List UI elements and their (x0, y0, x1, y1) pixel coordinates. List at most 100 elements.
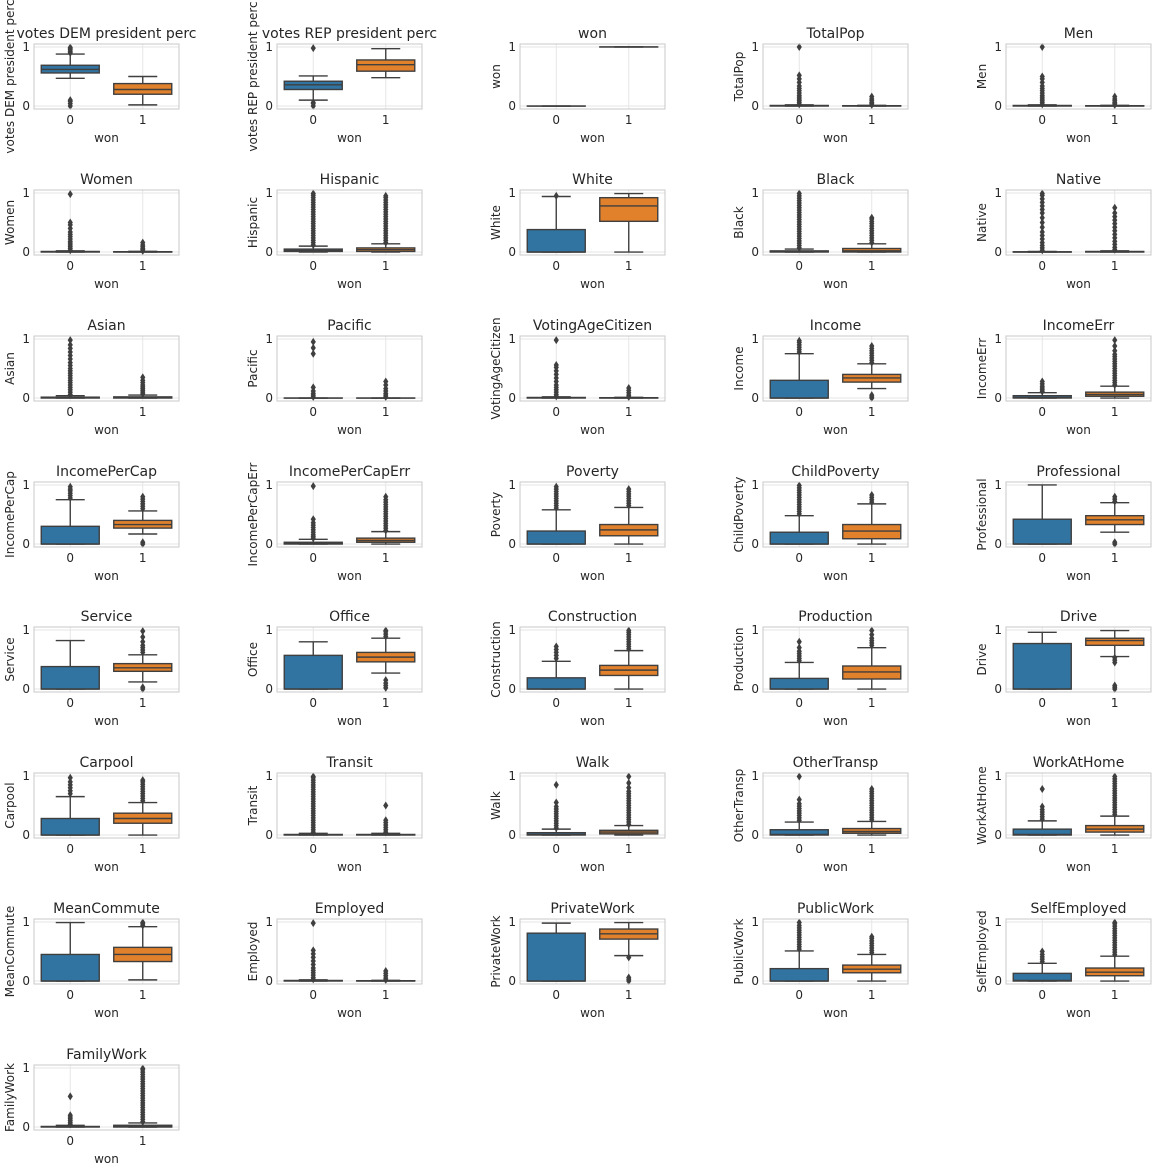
y-tick-label: 1 (508, 623, 516, 637)
box-1 (113, 373, 173, 399)
y-tick-label: 0 (265, 99, 273, 113)
box-1 (1085, 92, 1145, 109)
box-0 (526, 482, 586, 545)
x-tick-label: 0 (309, 113, 317, 127)
axes-frame (33, 43, 180, 110)
outlier-point (553, 191, 559, 200)
box-1 (113, 776, 173, 836)
x-axis-label: won (1066, 131, 1091, 145)
outlier-point (383, 626, 389, 635)
axes-frame (519, 481, 666, 548)
x-tick-label: 1 (382, 405, 390, 419)
y-tick-label: 0 (994, 974, 1002, 988)
outlier-point (869, 626, 875, 635)
x-axis-label: won (580, 131, 605, 145)
axes-frame (33, 1064, 180, 1131)
subplot-title: Production (798, 609, 872, 625)
y-tick-label: 0 (22, 682, 30, 696)
outlier-point (869, 391, 875, 400)
y-axis-label: Professional (975, 478, 989, 550)
outlier-point (67, 777, 73, 786)
x-axis-label: won (580, 714, 605, 728)
y-axis-label: WorkAtHome (975, 766, 989, 845)
x-tick-label: 0 (66, 259, 74, 273)
outlier-point (553, 642, 559, 651)
y-tick-label: 0 (508, 99, 516, 113)
x-tick-label: 0 (795, 551, 803, 565)
outlier-point (67, 1092, 73, 1101)
y-tick-label: 0 (751, 245, 759, 259)
box-0 (1012, 189, 1072, 255)
x-tick-label: 0 (66, 405, 74, 419)
x-axis-label: won (823, 423, 848, 437)
outlier-point (67, 218, 73, 227)
x-axis-label: won (580, 860, 605, 874)
y-tick-label: 1 (265, 623, 273, 637)
y-axis-label: VotingAgeCitizen (489, 317, 503, 419)
box-1 (1085, 492, 1145, 549)
subplot-title: Poverty (566, 464, 619, 480)
outlier-point (626, 772, 632, 781)
outlier-point (310, 44, 316, 53)
outlier-point (1039, 377, 1045, 386)
x-axis-label: won (94, 423, 119, 437)
x-axis-label: won (94, 569, 119, 583)
y-axis-label: OtherTransp (732, 769, 746, 842)
box-0 (1012, 42, 1072, 109)
y-tick-label: 1 (22, 915, 30, 929)
y-tick-label: 0 (22, 391, 30, 405)
x-tick-label: 0 (309, 842, 317, 856)
box-1 (356, 801, 416, 837)
outlier-point (140, 633, 146, 642)
axes-frame (1005, 626, 1152, 693)
outlier-point (1112, 346, 1118, 355)
outlier-point (869, 213, 875, 222)
outlier-point (140, 538, 146, 547)
x-tick-label: 0 (1038, 551, 1046, 565)
y-tick-label: 0 (751, 682, 759, 696)
box-0 (769, 481, 829, 545)
outlier-point (869, 92, 875, 101)
y-axis-label: ChildPoverty (732, 477, 746, 553)
box-1 (599, 772, 659, 836)
outlier-point (869, 784, 875, 793)
outlier-point (1039, 213, 1045, 222)
subplot-title: Native (1056, 172, 1101, 188)
box-body (599, 196, 659, 223)
outlier-point (67, 336, 73, 345)
x-tick-label: 0 (552, 259, 560, 273)
box-1 (842, 626, 902, 690)
subplot-title: ChildPoverty (791, 464, 879, 480)
x-tick-label: 1 (139, 551, 147, 565)
y-axis-label: IncomePerCap (3, 471, 17, 558)
outlier-point (1112, 492, 1118, 501)
outlier-point (310, 919, 316, 928)
outlier-point (383, 377, 389, 386)
y-tick-label: 1 (994, 332, 1002, 346)
subplot-title: MeanCommute (53, 901, 160, 917)
outlier-point (140, 637, 146, 646)
outlier-point (383, 816, 389, 825)
x-tick-label: 1 (382, 842, 390, 856)
x-axis-label: won (337, 714, 362, 728)
box-0 (769, 637, 829, 690)
y-tick-label: 0 (265, 974, 273, 988)
x-axis-label: won (1066, 860, 1091, 874)
x-tick-label: 1 (625, 988, 633, 1002)
outlier-point (310, 98, 316, 107)
y-tick-label: 1 (22, 1061, 30, 1075)
outlier-point (1039, 218, 1045, 227)
y-tick-label: 1 (265, 332, 273, 346)
y-axis-label: White (489, 205, 503, 240)
y-tick-label: 1 (994, 478, 1002, 492)
outlier-point (553, 360, 559, 369)
box-body (40, 953, 100, 982)
outlier-point (1039, 784, 1045, 793)
outlier-point (796, 772, 802, 781)
y-axis-label: Black (732, 206, 746, 239)
box-0 (283, 337, 343, 401)
